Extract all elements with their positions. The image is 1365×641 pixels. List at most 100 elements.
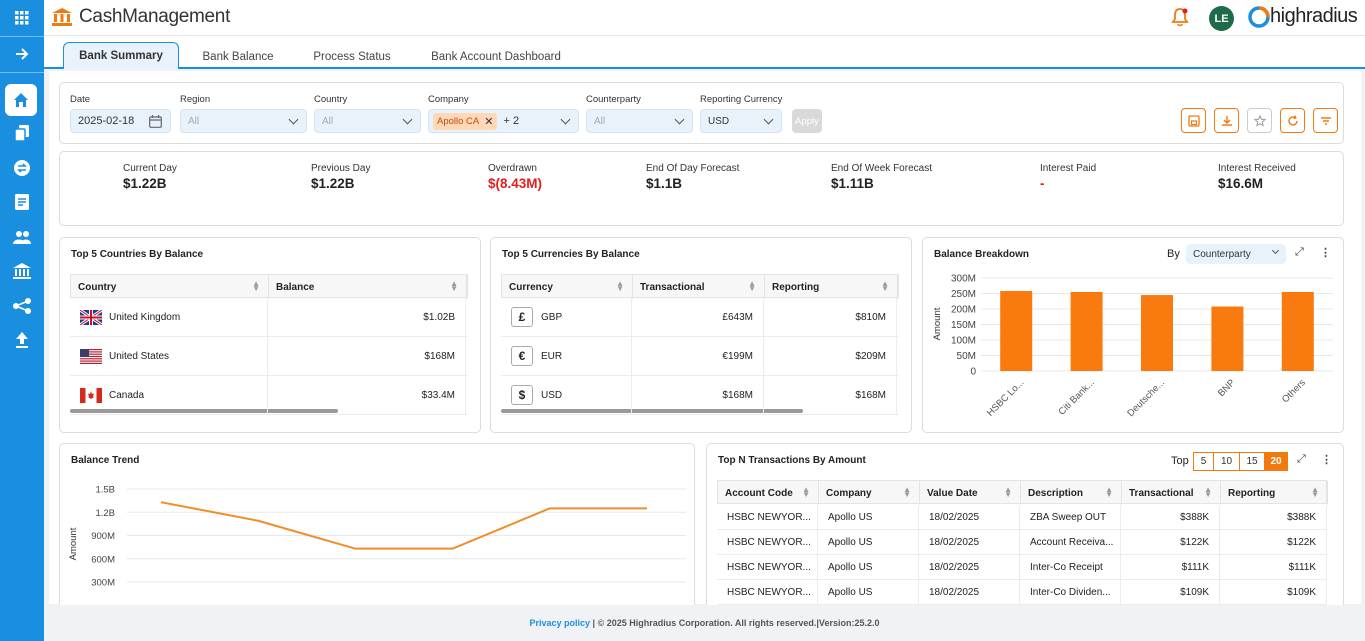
- bank-icon[interactable]: [0, 256, 44, 286]
- horizontal-scrollbar[interactable]: [501, 409, 803, 413]
- transactional-cell: $122K: [1121, 530, 1220, 554]
- sort-icon[interactable]: ▲ ▼: [903, 485, 911, 499]
- people-icon[interactable]: [0, 222, 44, 252]
- company-label: Company: [428, 94, 469, 105]
- top-option-10[interactable]: 10: [1213, 452, 1240, 471]
- save-icon[interactable]: [1181, 108, 1206, 133]
- expand-icon[interactable]: ⤢: [1295, 246, 1304, 258]
- sort-icon[interactable]: ▲ ▼: [450, 279, 458, 293]
- network-icon[interactable]: [0, 291, 44, 321]
- breakdown-title: Balance Breakdown: [934, 249, 1030, 260]
- transactional-cell: £643M: [632, 298, 764, 336]
- counterparty-value: All: [594, 115, 606, 127]
- date-picker[interactable]: 2025-02-18: [70, 109, 171, 133]
- sort-icon[interactable]: ▲ ▼: [252, 279, 260, 293]
- country-select[interactable]: All: [314, 109, 421, 133]
- currency-cell: $ USD: [501, 376, 632, 414]
- description-cell: Inter-Co Dividen...: [1020, 580, 1121, 604]
- transfer-icon[interactable]: [0, 153, 44, 183]
- transactions-title: Top N Transactions By Amount: [718, 455, 866, 466]
- upload-icon[interactable]: [0, 325, 44, 355]
- y-tick-label: 50M: [957, 351, 976, 362]
- arrow-right-icon[interactable]: [0, 39, 44, 69]
- table-row[interactable]: £ GBP £643M $810M: [501, 298, 899, 337]
- currency-cell: € EUR: [501, 337, 632, 375]
- tab-bank-summary[interactable]: Bank Summary: [63, 42, 179, 69]
- col-value-date[interactable]: Value Date ▲ ▼: [920, 481, 1021, 505]
- table-row[interactable]: HSBC NEWYOR... Apollo US 18/02/2025 Account…: [717, 530, 1327, 555]
- trend-title: Balance Trend: [71, 455, 140, 466]
- company-select[interactable]: Apollo CA ✕ + 2: [428, 109, 579, 133]
- user-avatar[interactable]: LE: [1209, 6, 1234, 31]
- region-select[interactable]: All: [180, 109, 307, 133]
- horizontal-scrollbar[interactable]: [70, 409, 338, 413]
- account-code-cell: HSBC NEWYOR...: [717, 530, 818, 554]
- col-reporting[interactable]: Reporting ▲ ▼: [765, 275, 898, 299]
- col-reporting[interactable]: Reporting ▲ ▼: [1221, 481, 1328, 505]
- company-chip[interactable]: Apollo CA ✕: [433, 112, 498, 130]
- table-row[interactable]: HSBC NEWYOR... Apollo US 18/02/2025 Inter-C…: [717, 580, 1327, 605]
- breakdown-by-select[interactable]: Counterparty: [1186, 244, 1286, 264]
- table-row[interactable]: HSBC NEWYOR... Apollo US 18/02/2025 Inter-C…: [717, 555, 1327, 580]
- col-transactional[interactable]: Transactional ▲ ▼: [633, 275, 765, 299]
- sort-icon[interactable]: ▲ ▼: [616, 279, 624, 293]
- tab-bank-balance[interactable]: Bank Balance: [202, 50, 274, 63]
- date-value: 2025-02-18: [78, 115, 135, 127]
- document-icon[interactable]: [0, 187, 44, 217]
- filter-icon[interactable]: [1313, 108, 1338, 133]
- col-currency[interactable]: Currency ▲ ▼: [502, 275, 633, 299]
- table-row[interactable]: $ USD $168M $168M: [501, 376, 899, 415]
- refresh-icon[interactable]: [1280, 108, 1305, 133]
- currency-code: EUR: [541, 350, 563, 362]
- calendar-icon[interactable]: [149, 115, 162, 128]
- y-tick-label: 250M: [951, 289, 976, 300]
- top-option-15[interactable]: 15: [1239, 452, 1265, 471]
- sort-icon[interactable]: ▲ ▼: [802, 485, 810, 499]
- balance-cell: $168M: [268, 337, 466, 375]
- col-account-code[interactable]: Account Code ▲ ▼: [718, 481, 819, 505]
- flag-us-icon: [80, 348, 102, 364]
- sort-icon[interactable]: ▲ ▼: [881, 279, 889, 293]
- table-row[interactable]: Canada $33.4M: [70, 376, 468, 415]
- counterparty-select[interactable]: All: [586, 109, 693, 133]
- app-title: CashManagement: [79, 6, 231, 27]
- tab-process-status[interactable]: Process Status: [313, 50, 391, 63]
- tab-bank-account-dashboard[interactable]: Bank Account Dashboard: [431, 50, 561, 63]
- reporting-cell: $209M: [764, 337, 897, 375]
- top-option-5[interactable]: 5: [1193, 452, 1214, 471]
- col-transactional[interactable]: Transactional ▲ ▼: [1122, 481, 1221, 505]
- expand-icon[interactable]: ⤢: [1297, 453, 1306, 465]
- balance-breakdown-card: Balance Breakdown By Counterparty ⤢ ⋮ 30…: [922, 237, 1344, 433]
- download-icon[interactable]: [1214, 108, 1239, 133]
- col-balance[interactable]: Balance ▲ ▼: [269, 275, 467, 299]
- transactional-cell: $168M: [632, 376, 764, 414]
- table-row[interactable]: € EUR €199M $209M: [501, 337, 899, 376]
- col-company[interactable]: Company ▲ ▼: [819, 481, 920, 505]
- home-icon[interactable]: [5, 84, 37, 116]
- col-country-label: Country: [78, 281, 117, 293]
- grid-icon[interactable]: [0, 3, 44, 33]
- table-row[interactable]: United Kingdom $1.02B: [70, 298, 468, 337]
- bar: [1000, 291, 1033, 371]
- col-country[interactable]: Country ▲ ▼: [71, 275, 269, 299]
- top-option-20[interactable]: 20: [1264, 452, 1288, 471]
- col-description[interactable]: Description ▲ ▼: [1021, 481, 1122, 505]
- more-options-icon[interactable]: ⋮: [1321, 454, 1332, 466]
- sort-icon[interactable]: ▲ ▼: [1204, 485, 1212, 499]
- more-options-icon[interactable]: ⋮: [1320, 247, 1331, 259]
- notification-bell-icon[interactable]: [1171, 7, 1189, 27]
- copy-icon[interactable]: [0, 118, 44, 148]
- sort-icon[interactable]: ▲ ▼: [1105, 485, 1113, 499]
- bar: [1281, 291, 1314, 371]
- table-row[interactable]: HSBC NEWYOR... Apollo US 18/02/2025 ZBA Swe…: [717, 505, 1327, 530]
- sort-icon[interactable]: ▲ ▼: [1004, 485, 1012, 499]
- privacy-policy-link[interactable]: Privacy policy: [529, 618, 591, 628]
- sort-icon[interactable]: ▲ ▼: [748, 279, 756, 293]
- balance-trend-card: Balance Trend 1.5B 1.2B 900M 600M 300M Amount: [59, 443, 695, 613]
- reporting-currency-select[interactable]: USD: [700, 109, 782, 133]
- apply-button[interactable]: Apply: [792, 109, 822, 133]
- close-icon[interactable]: ✕: [484, 115, 494, 128]
- sort-icon[interactable]: ▲ ▼: [1311, 485, 1319, 499]
- star-icon[interactable]: [1247, 108, 1272, 133]
- table-row[interactable]: United States $168M: [70, 337, 468, 376]
